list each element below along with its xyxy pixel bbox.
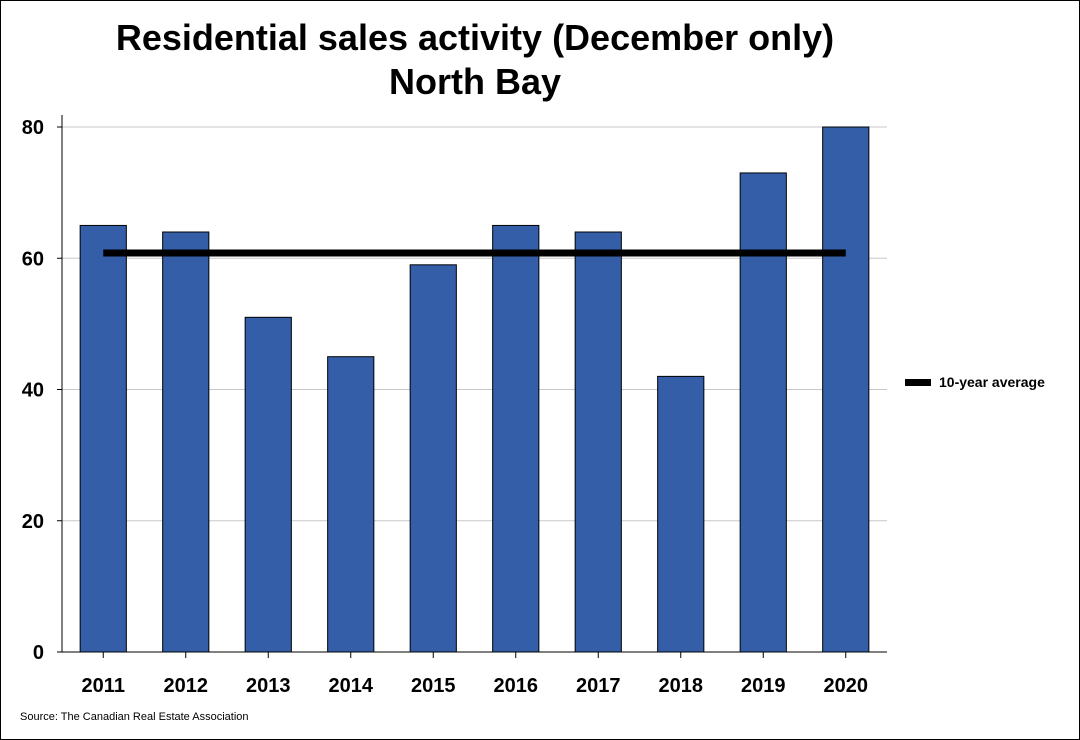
chart-title-block: Residential sales activity (December onl…	[0, 16, 950, 104]
x-tick-label: 2013	[246, 675, 291, 697]
legend-line-swatch	[905, 378, 931, 386]
bar-2012	[162, 231, 210, 653]
bar-2020	[822, 126, 870, 653]
y-tick-label: 40	[22, 380, 44, 402]
x-tick-label: 2016	[494, 675, 539, 697]
x-tick-label: 2011	[82, 675, 125, 697]
chart-subtitle: North Bay	[388, 61, 562, 102]
y-tick-label: 0	[33, 642, 44, 664]
bar-2011	[79, 224, 127, 653]
bar-2019	[739, 172, 787, 653]
y-tick-label: 80	[22, 117, 44, 139]
y-tick-label: 60	[22, 248, 44, 270]
y-tick-label: 20	[22, 511, 44, 533]
legend: 10-year average	[905, 374, 1045, 390]
chart-title: Residential sales activity (December onl…	[115, 17, 835, 58]
x-tick-label: 2020	[824, 675, 869, 697]
source-note: Source: The Canadian Real Estate Associa…	[20, 711, 249, 723]
legend-label-average: 10-year average	[939, 374, 1045, 390]
x-tick-label: 2012	[164, 675, 209, 697]
bar-2016	[492, 224, 540, 653]
x-tick-label: 2014	[329, 675, 374, 697]
bar-2015	[409, 264, 457, 653]
bar-2018	[657, 375, 705, 653]
x-tick-label: 2019	[741, 675, 786, 697]
bar-2017	[574, 231, 622, 653]
bar-2014	[327, 356, 375, 653]
bar-2013	[244, 316, 292, 653]
x-tick-label: 2015	[411, 675, 456, 697]
x-tick-label: 2017	[576, 675, 621, 697]
x-tick-label: 2018	[659, 675, 704, 697]
